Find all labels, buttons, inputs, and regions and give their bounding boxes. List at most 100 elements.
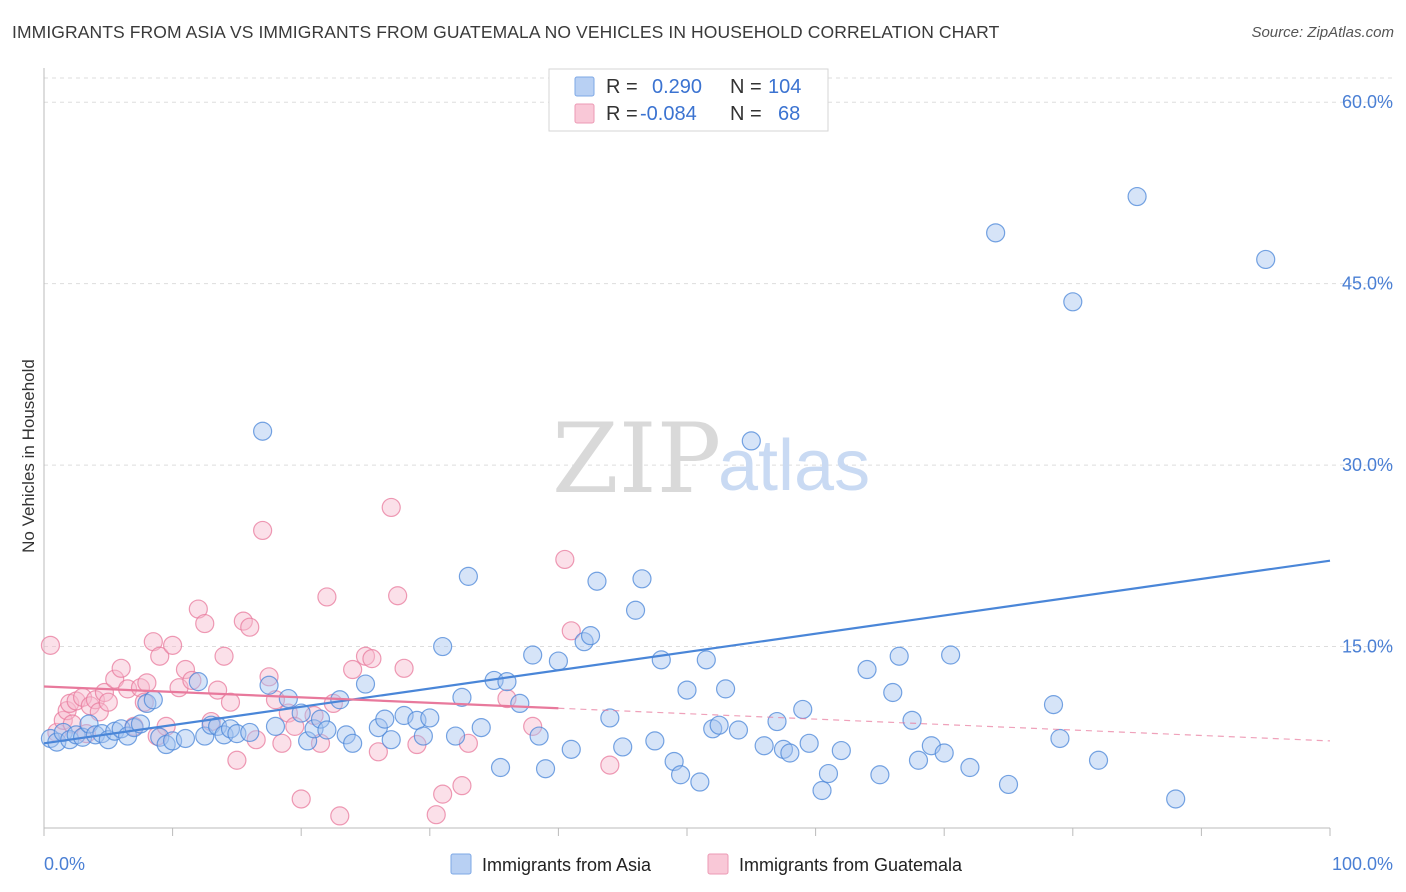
asia-point <box>510 693 530 714</box>
asia-point <box>677 680 697 700</box>
asia-point <box>291 703 311 723</box>
guatemala-point <box>195 613 215 634</box>
asia-point <box>490 757 511 778</box>
guatemala-point <box>163 635 183 655</box>
asia-point <box>413 726 433 746</box>
y-tick-labels: 15.0% 30.0% 45.0% 60.0% <box>1342 92 1393 656</box>
grid-lines <box>44 77 1393 648</box>
guatemala-point <box>394 658 414 678</box>
asia-point <box>780 743 800 763</box>
trend-line-guatemala <box>43 685 559 710</box>
guatemala-point <box>561 621 581 641</box>
y-tick-label: 45.0% <box>1342 274 1393 294</box>
guatemala-point <box>362 649 382 669</box>
guatemala-point <box>111 658 131 678</box>
stats-r-label-guatemala: R = <box>606 103 638 125</box>
asia-point <box>143 690 163 710</box>
guatemala-point <box>368 742 388 762</box>
asia-point <box>394 705 414 726</box>
asia-point <box>793 699 813 720</box>
asia-point <box>529 726 549 746</box>
x-ticks <box>43 828 1331 836</box>
asia-point <box>195 726 215 746</box>
guatemala-point <box>175 659 196 680</box>
asia-point <box>986 223 1006 243</box>
guatemala-point <box>253 520 273 541</box>
guatemala-point <box>291 789 311 809</box>
asia-point <box>175 728 196 749</box>
guatemala-point <box>137 673 157 693</box>
asia-point <box>690 772 710 792</box>
asia-point <box>79 714 99 734</box>
y-tick-label: 60.0% <box>1342 92 1393 112</box>
asia-point <box>298 731 318 751</box>
y-tick-label: 15.0% <box>1342 637 1393 657</box>
asia-point <box>548 651 569 671</box>
asia-point <box>523 645 543 665</box>
chart-title: IMMIGRANTS FROM ASIA VS IMMIGRANTS FROM … <box>12 22 1000 42</box>
bottom-legend: Immigrants from Asia Immigrants from Gua… <box>450 853 963 875</box>
asia-point <box>908 750 929 770</box>
guatemala-point <box>317 587 337 607</box>
asia-point <box>715 679 736 699</box>
asia-point <box>1256 249 1276 270</box>
asia-point <box>857 659 877 680</box>
stats-r-label-asia: R = <box>606 76 638 98</box>
asia-point <box>580 626 601 646</box>
asia-point <box>445 726 466 746</box>
watermark-atlas: atlas <box>718 426 870 506</box>
asia-point <box>137 693 157 714</box>
asia-point <box>587 571 607 591</box>
y-tick-label: 30.0% <box>1342 455 1393 475</box>
asia-point <box>497 672 517 692</box>
guatemala-point <box>227 750 247 770</box>
asia-point <box>355 674 376 694</box>
asia-point <box>600 708 620 728</box>
asia-point <box>703 719 723 739</box>
asia-point <box>343 733 363 753</box>
stats-r-value-asia: 0.290 <box>652 76 702 98</box>
asia-point <box>452 687 472 707</box>
asia-point <box>535 759 556 779</box>
guatemala-point <box>105 669 125 689</box>
asia-point <box>741 431 761 451</box>
asia-point <box>883 682 903 703</box>
guatemala-point <box>555 549 575 570</box>
asia-point <box>317 720 337 740</box>
asia-point <box>458 566 478 586</box>
asia-point <box>902 710 922 730</box>
asia-point <box>1166 789 1186 809</box>
asia-point <box>471 717 491 738</box>
asia-point <box>265 716 286 736</box>
guatemala-point <box>343 659 363 680</box>
asia-point <box>728 720 749 740</box>
asia-point <box>670 765 691 785</box>
guatemala-point <box>246 730 266 750</box>
guatemala-point <box>600 755 620 775</box>
asia-point <box>998 774 1019 795</box>
guatemala-point <box>150 646 170 666</box>
asia-point <box>934 743 954 763</box>
asia-point <box>960 757 980 778</box>
trend-lines <box>43 559 1331 745</box>
asia-point <box>253 421 273 441</box>
series-asia-points <box>40 186 1276 809</box>
stats-swatch-asia <box>574 76 595 97</box>
guatemala-point <box>182 670 202 691</box>
asia-point <box>767 711 787 732</box>
asia-point <box>812 780 832 801</box>
trend-line-asia <box>43 559 1331 745</box>
guatemala-point <box>66 691 86 711</box>
asia-point <box>188 672 208 692</box>
asia-point <box>889 646 909 666</box>
asia-point <box>1063 292 1083 312</box>
asia-point <box>433 636 453 657</box>
x-tick-label-max: 100.0% <box>1332 854 1393 874</box>
guatemala-point <box>220 692 241 712</box>
asia-point <box>259 675 279 695</box>
guatemala-point <box>426 805 446 825</box>
stats-legend-box <box>548 68 829 132</box>
asia-point <box>799 733 819 753</box>
asia-point <box>420 708 440 728</box>
